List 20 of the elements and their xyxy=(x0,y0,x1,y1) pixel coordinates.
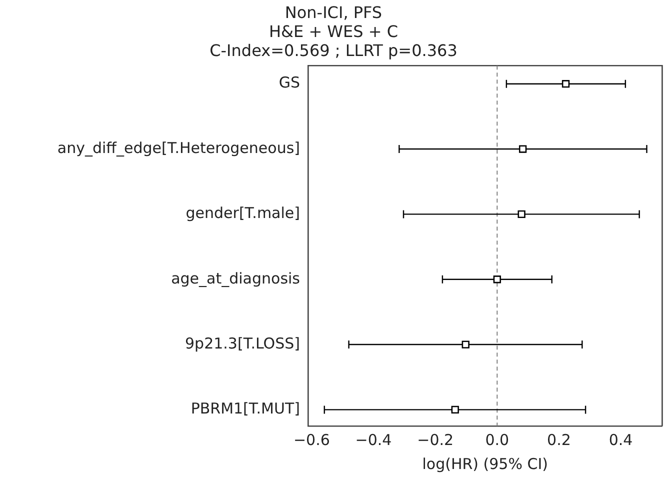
point xyxy=(462,340,470,348)
point xyxy=(518,145,527,153)
y-tick-label: 9p21.3[T.LOSS] xyxy=(185,334,300,352)
y-tick-label: age_at_diagnosis xyxy=(171,269,300,288)
x-tick-label: −0.6 xyxy=(293,430,330,449)
point xyxy=(451,406,459,414)
y-tick-label: PBRM1[T.MUT] xyxy=(190,400,300,418)
y-tick-label: any_diff_edge[T.Heterogeneous] xyxy=(57,138,300,157)
x-tick-label: 0.2 xyxy=(547,430,571,449)
point xyxy=(562,80,570,88)
x-axis-title: log(HR) (95% CI) xyxy=(422,454,548,473)
y-tick-label: gender[T.male] xyxy=(186,204,300,222)
x-tick-label: 0.0 xyxy=(485,430,510,449)
point xyxy=(493,276,501,284)
x-tick-label: 0.4 xyxy=(608,430,633,449)
x-tick-label: −0.4 xyxy=(355,430,392,449)
point xyxy=(518,210,526,218)
chart-title: Non-ICI, PFS H&E + WES + C C-Index=0.569 ; LLRT p=0.363 xyxy=(210,2,458,60)
x-tick-label: −0.2 xyxy=(417,430,454,449)
y-tick-label: GS xyxy=(278,74,300,92)
